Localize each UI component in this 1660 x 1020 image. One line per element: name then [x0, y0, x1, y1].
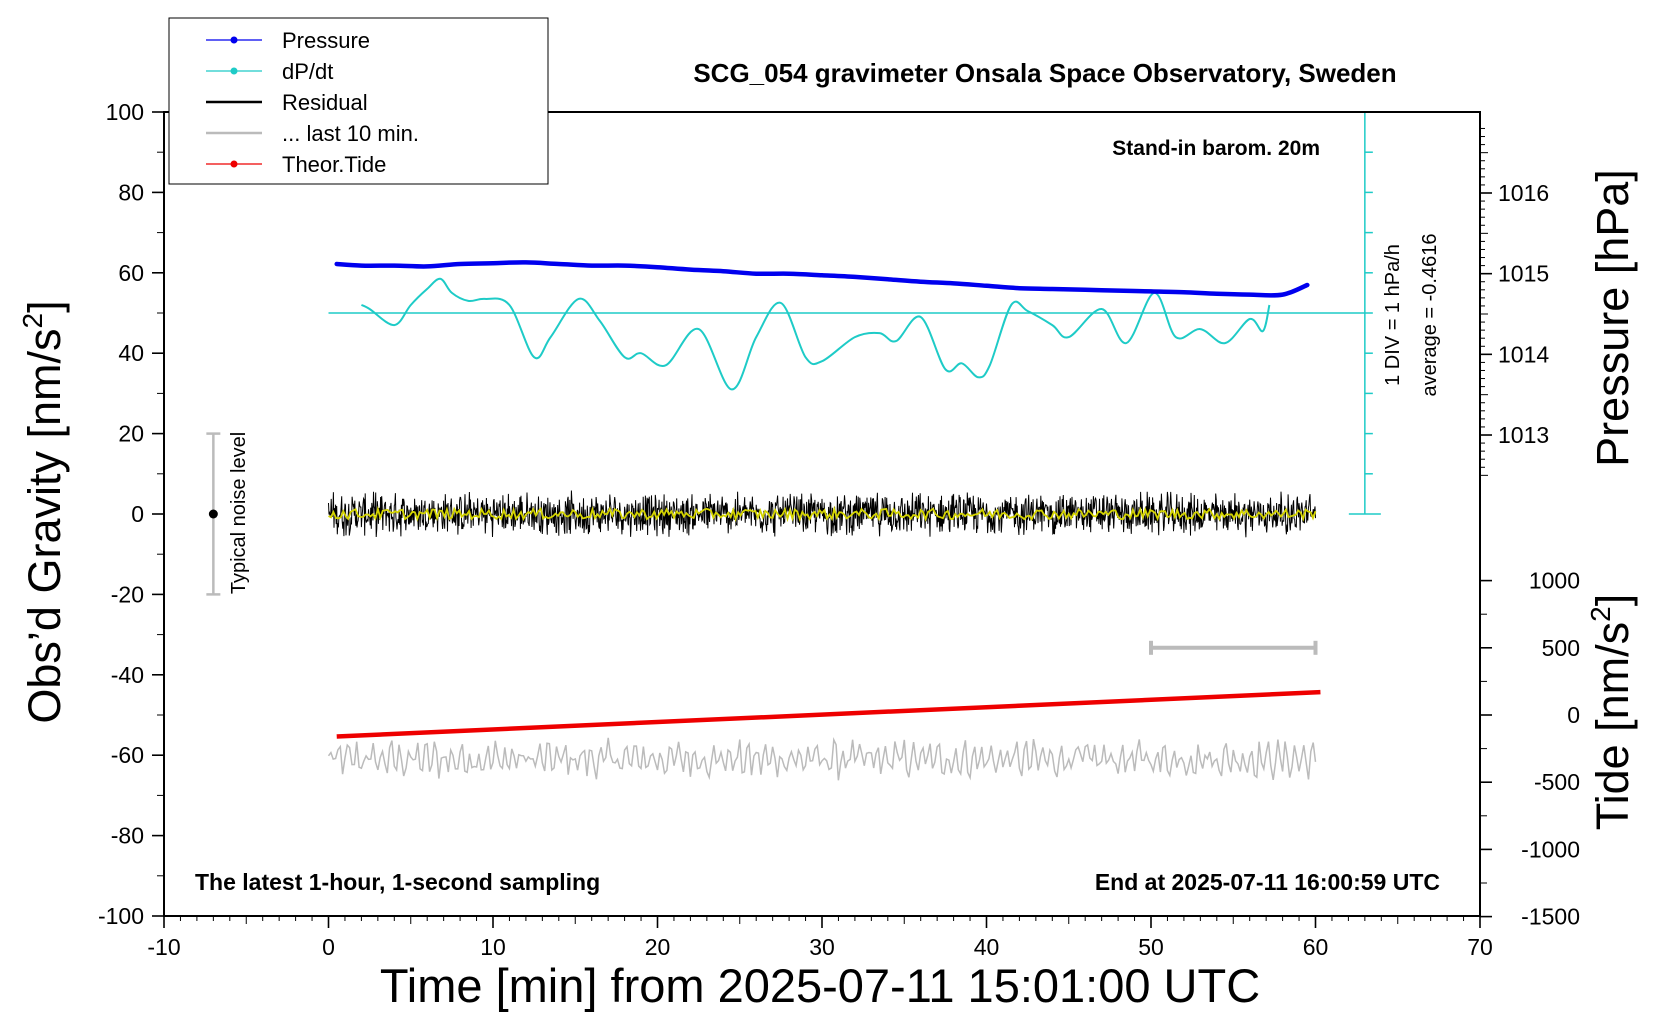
tide-tick-label: -1500: [1521, 904, 1580, 930]
x-tick-label: 60: [1303, 934, 1329, 960]
y-axis-label-gravity-sup: 2: [17, 313, 48, 329]
x-tick-label: -10: [147, 934, 180, 960]
scale-division-label: 1 DIV = 1 hPa/h: [1382, 244, 1404, 386]
tide-tick-label: 500: [1542, 635, 1580, 661]
legend-marker: [230, 67, 238, 75]
series-pressure: [334, 260, 1310, 298]
y-tick-label: 20: [118, 421, 144, 447]
series-theoretical-tide: [336, 689, 1321, 739]
y-axis-label-tide-end: ]: [1587, 594, 1638, 607]
tide-tick-label: 1000: [1529, 568, 1580, 594]
y-axis-label-tide-sup: 2: [1585, 606, 1616, 622]
y-tick-label: -100: [98, 903, 144, 929]
legend-label: ... last 10 min.: [282, 121, 419, 146]
y-tick-label: -80: [111, 823, 144, 849]
legend-entry: Theor.Tide: [206, 152, 386, 177]
tide-tick-label: 0: [1567, 702, 1580, 728]
pressure-tick-label: 1013: [1498, 422, 1549, 448]
x-tick-label: 30: [809, 934, 835, 960]
tide-tick-label: -500: [1534, 769, 1580, 795]
legend-entry: dP/dt: [206, 59, 333, 84]
sampling-note: The latest 1-hour, 1-second sampling: [195, 869, 600, 895]
y-tick-label: 0: [131, 501, 144, 527]
pressure-tick-label: 1015: [1498, 261, 1549, 287]
y-axis-label-gravity: Obs’d Gravity [nm/s2]: [17, 300, 70, 723]
noise-level-label: Typical noise level: [228, 432, 250, 594]
series-dpdt: [361, 277, 1271, 391]
x-tick-label: 20: [645, 934, 671, 960]
y-tick-label: 100: [106, 99, 144, 125]
end-time-note: End at 2025-07-11 16:00:59 UTC: [1095, 869, 1440, 895]
y-tick-label: 60: [118, 260, 144, 286]
y-tick-label: 40: [118, 340, 144, 366]
legend-label: Residual: [282, 90, 368, 115]
legend-marker: [230, 160, 238, 168]
x-tick-label: 50: [1138, 934, 1164, 960]
y-axis-label-pressure: Pressure [hPa]: [1587, 169, 1638, 467]
y-tick-label: -20: [111, 581, 144, 607]
noise-bar-center: [208, 509, 218, 519]
y-axis-label-gravity-text: Obs’d Gravity [nm/s: [19, 329, 70, 724]
barometer-note: Stand-in barom. 20m: [1112, 137, 1320, 160]
x-tick-label: 0: [322, 934, 335, 960]
axes-layer: -10 0 10 20 30 40 50 60 70100806040200-20-40-60-…: [98, 99, 1580, 960]
x-tick-label: 40: [974, 934, 1000, 960]
y-axis-label-tide: Tide [nm/s2]: [1585, 594, 1638, 830]
pressure-tick-label: 1014: [1498, 341, 1549, 367]
legend-entry: Residual: [206, 90, 368, 115]
y-tick-label: 80: [118, 179, 144, 205]
scale-average-label: average = -0.4616: [1419, 234, 1441, 397]
chart-title: SCG_054 gravimeter Onsala Space Observat…: [693, 58, 1396, 88]
data-layer: [206, 111, 1381, 781]
tide-tick-label: -1000: [1521, 836, 1580, 862]
series-last-10-min: [327, 736, 1317, 781]
x-tick-label: 70: [1467, 934, 1493, 960]
legend-label: Theor.Tide: [282, 152, 386, 177]
x-tick-label: 10: [480, 934, 506, 960]
legend-entry: Pressure: [206, 28, 370, 53]
y-tick-label: -40: [111, 662, 144, 688]
y-axis-label-gravity-end: ]: [19, 300, 70, 313]
y-tick-label: -60: [111, 742, 144, 768]
legend-label: Pressure: [282, 28, 370, 53]
y-axis-label-tide-text: Tide [nm/s: [1587, 622, 1638, 830]
series-residual-smoothed: [328, 505, 1317, 523]
x-axis-label: Time [min] from 2025-07-11 15:01:00 UTC: [380, 959, 1260, 1012]
legend-label: dP/dt: [282, 59, 333, 84]
legend-entry: ... last 10 min.: [206, 121, 419, 146]
legend-marker: [230, 36, 238, 44]
pressure-tick-label: 1016: [1498, 180, 1549, 206]
legend: Pressure dP/dt Residual ... last 10 min. The…: [168, 17, 549, 185]
